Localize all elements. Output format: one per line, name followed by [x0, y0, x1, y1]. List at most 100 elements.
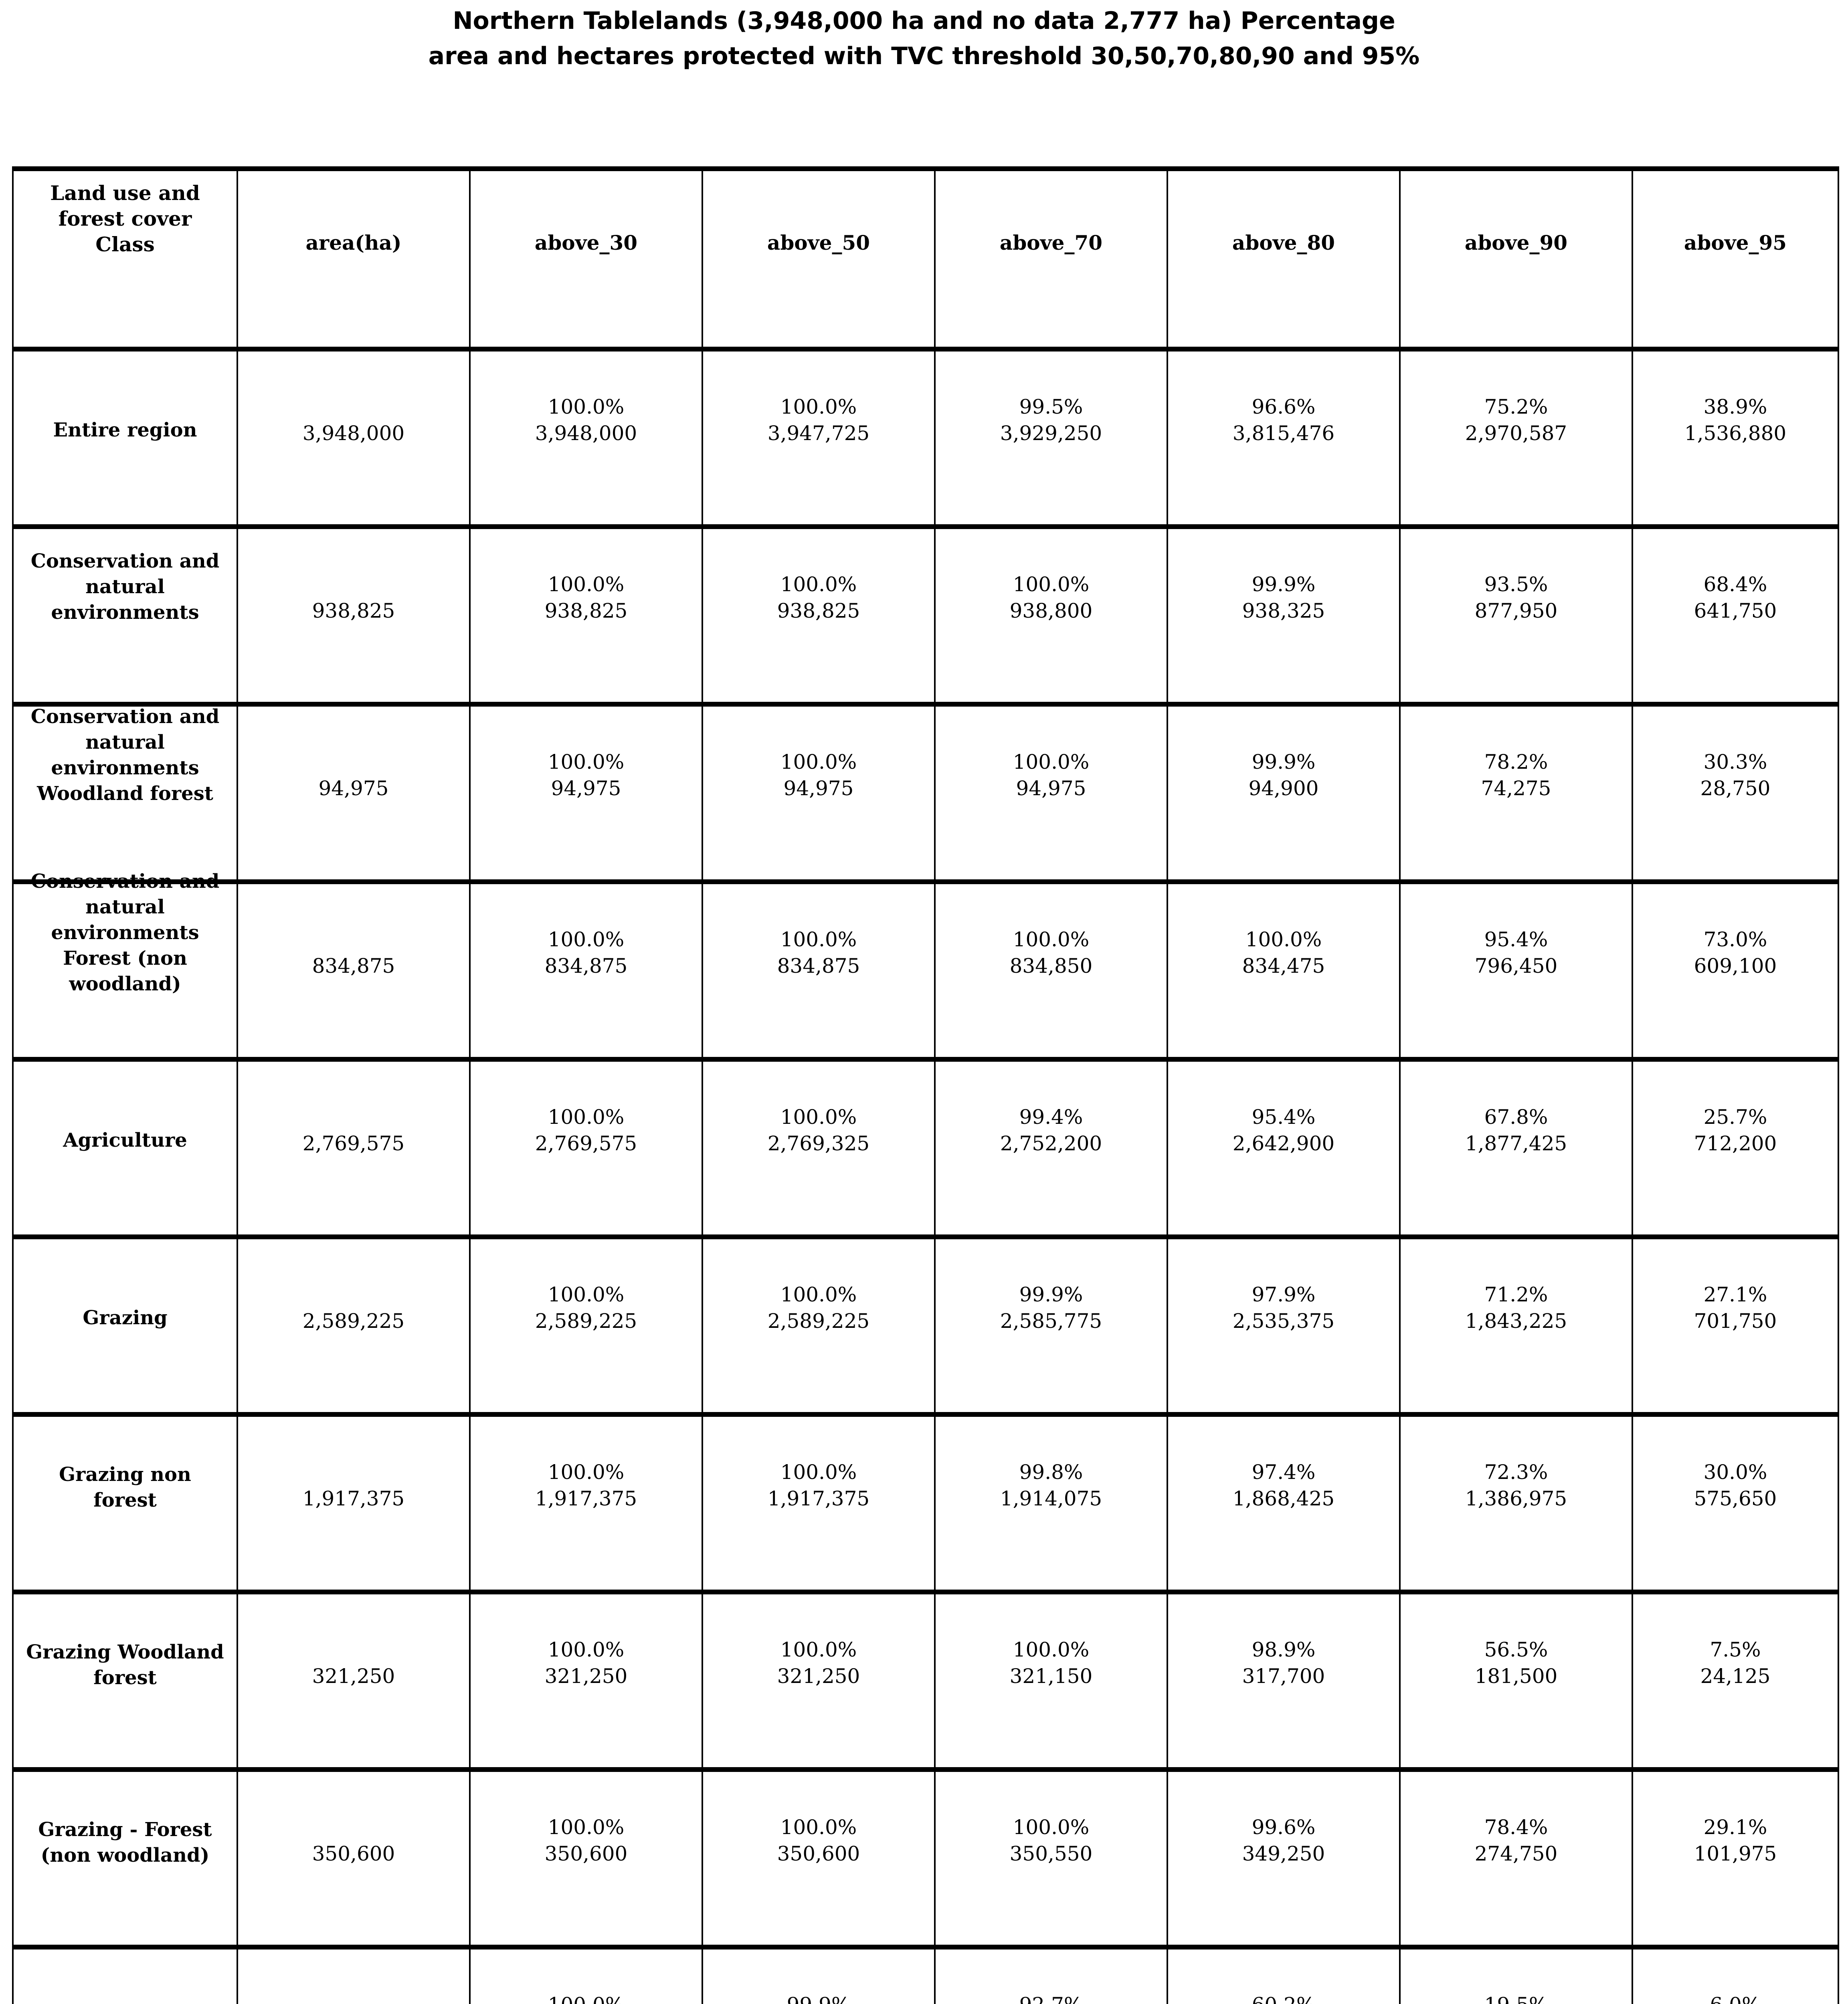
- ha: 1,386,975: [1465, 1487, 1567, 1510]
- cell-grazing-above-50: 100.0% 2,589,225: [703, 1239, 936, 1417]
- pct: 95.4%: [1252, 1105, 1316, 1129]
- ha: 317,700: [1242, 1664, 1325, 1688]
- pct: 100.0%: [1013, 572, 1090, 596]
- cell-cne-forest-above-95: 73.0% 609,100: [1633, 884, 1838, 1062]
- ha: 350,550: [1009, 1842, 1093, 1865]
- row-label-agriculture: Agriculture: [14, 1062, 238, 1239]
- ha: 1,868,425: [1232, 1487, 1335, 1510]
- ha: 94,975: [318, 776, 389, 800]
- cell-grazing-forest-above-50: 100.0% 350,600: [703, 1772, 936, 1949]
- ha: 321,150: [1009, 1664, 1093, 1688]
- ha: 1,843,225: [1465, 1309, 1567, 1333]
- cell-cne-woodland-above-80: 99.9% 94,900: [1168, 707, 1401, 884]
- pct: 71.2%: [1484, 1283, 1548, 1306]
- ha: 1,914,075: [1000, 1487, 1102, 1510]
- ha: 321,250: [777, 1664, 860, 1688]
- ha: 938,825: [544, 599, 628, 622]
- cell-grazing-non-forest-above-95: 30.0% 575,650: [1633, 1417, 1838, 1594]
- ha: 1,917,375: [767, 1487, 870, 1510]
- pct: 100.0%: [548, 1638, 625, 1661]
- pct: 100.0%: [548, 1283, 625, 1306]
- pct: 68.4%: [1703, 572, 1767, 596]
- ha: 101,975: [1694, 1842, 1777, 1865]
- pct: 100.0%: [780, 1105, 857, 1129]
- ha: 94,975: [783, 776, 854, 800]
- ha: 94,900: [1248, 776, 1319, 800]
- cell-agriculture-area: 2,769,575: [238, 1062, 471, 1239]
- ha: 350,600: [544, 1842, 628, 1865]
- ha: 3,929,250: [1000, 421, 1102, 445]
- ha: 877,950: [1474, 599, 1558, 622]
- pct: 100.0%: [780, 1815, 857, 1839]
- ha: 1,917,375: [302, 1487, 405, 1510]
- cell-grazing-forest-above-70: 100.0% 350,550: [936, 1772, 1168, 1949]
- pct: 99.4%: [1019, 1105, 1083, 1129]
- pct: 99.5%: [1019, 395, 1083, 418]
- cell-cropping-area: 172,625: [238, 1949, 471, 2004]
- cell-cne-woodland-above-30: 100.0% 94,975: [471, 707, 703, 884]
- pct: 98.9%: [1252, 1638, 1316, 1661]
- row-label-grazing-forest-non-woodland: Grazing - Forest (non woodland): [14, 1772, 238, 1949]
- ha: 575,650: [1694, 1487, 1777, 1510]
- pct: 30.3%: [1703, 750, 1767, 774]
- cell-agriculture-above-95: 25.7% 712,200: [1633, 1062, 1838, 1239]
- pct: 100.0%: [780, 1283, 857, 1306]
- pct: 99.8%: [1019, 1460, 1083, 1484]
- ha: 2,752,200: [1000, 1131, 1102, 1155]
- cell-agriculture-above-70: 99.4% 2,752,200: [936, 1062, 1168, 1239]
- cell-cne-above-80: 99.9% 938,325: [1168, 529, 1401, 707]
- row-label-grazing-woodland-forest: Grazing Woodland forest: [14, 1594, 238, 1772]
- ha: 2,769,325: [767, 1131, 870, 1155]
- pct: 100.0%: [780, 572, 857, 596]
- pct: 99.9%: [1019, 1283, 1083, 1306]
- pct: 100.0%: [780, 1460, 857, 1484]
- cell-grazing-non-forest-above-70: 99.8% 1,914,075: [936, 1417, 1168, 1594]
- ha: 641,750: [1694, 599, 1777, 622]
- cell-grazing-above-90: 71.2% 1,843,225: [1401, 1239, 1633, 1417]
- ha: 321,250: [312, 1664, 395, 1688]
- pct: 97.4%: [1252, 1460, 1316, 1484]
- cell-grazing-woodland-above-30: 100.0% 321,250: [471, 1594, 703, 1772]
- ha: 609,100: [1694, 954, 1777, 978]
- pct: 56.5%: [1484, 1638, 1548, 1661]
- col-header-area: area(ha): [238, 171, 471, 352]
- ha: 94,975: [551, 776, 621, 800]
- cell-entire-region-above-90: 75.2% 2,970,587: [1401, 352, 1633, 529]
- cell-cne-above-50: 100.0% 938,825: [703, 529, 936, 707]
- ha: 938,800: [1009, 599, 1093, 622]
- ha: 2,769,575: [302, 1131, 405, 1155]
- pct: 100.0%: [780, 395, 857, 418]
- cell-cne-woodland-area: 94,975: [238, 707, 471, 884]
- ha: 1,536,880: [1684, 421, 1787, 445]
- pct: 100.0%: [1013, 1815, 1090, 1839]
- cell-grazing-forest-above-90: 78.4% 274,750: [1401, 1772, 1633, 1949]
- cell-cne-forest-above-90: 95.4% 796,450: [1401, 884, 1633, 1062]
- cell-grazing-above-70: 99.9% 2,585,775: [936, 1239, 1168, 1417]
- row-label-cne-woodland-forest: Conservation and natural environments Wo…: [14, 705, 238, 884]
- pct: 100.0%: [548, 750, 625, 774]
- cell-cropping-above-50: 99.9%172,475: [703, 1949, 936, 2004]
- cell-grazing-above-30: 100.0% 2,589,225: [471, 1239, 703, 1417]
- pct: 99.9%: [1252, 750, 1316, 774]
- pct: 78.2%: [1484, 750, 1548, 774]
- cell-grazing-woodland-above-50: 100.0% 321,250: [703, 1594, 936, 1772]
- ha: 1,917,375: [535, 1487, 637, 1510]
- ha: 2,589,225: [767, 1309, 870, 1333]
- pct: 100.0%: [548, 1992, 625, 2004]
- ha: 321,250: [544, 1664, 628, 1688]
- col-header-above-70: above_70: [936, 171, 1168, 352]
- ha: 28,750: [1700, 776, 1771, 800]
- pct: 93.5%: [1484, 572, 1548, 596]
- pct: 100.0%: [548, 572, 625, 596]
- ha: 2,970,587: [1465, 421, 1567, 445]
- cell-entire-region-above-95: 38.9% 1,536,880: [1633, 352, 1838, 529]
- col-header-above-80: above_80: [1168, 171, 1401, 352]
- pct: 99.9%: [1252, 572, 1316, 596]
- ha: 938,825: [777, 599, 860, 622]
- cell-cne-above-30: 100.0% 938,825: [471, 529, 703, 707]
- ha: 834,875: [777, 954, 860, 978]
- cell-entire-region-area: 3,948,000: [238, 352, 471, 529]
- pct: 97.9%: [1252, 1283, 1316, 1306]
- cell-cne-area: 938,825: [238, 529, 471, 707]
- pct: 99.6%: [1252, 1815, 1316, 1839]
